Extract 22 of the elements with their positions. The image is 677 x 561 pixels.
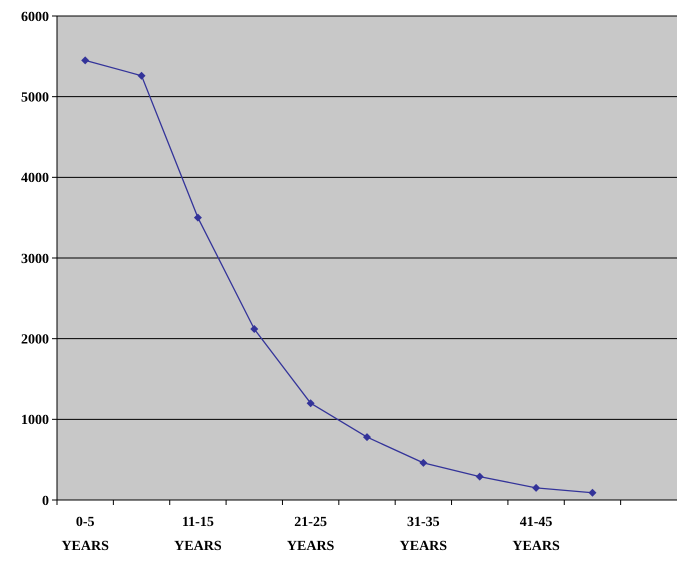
y-tick-label: 1000 [21,413,49,428]
x-tick-label: 41-45 YEARS [512,515,560,554]
y-tick-label: 4000 [21,171,49,186]
point [138,72,146,80]
point [419,458,428,467]
point [588,488,596,497]
x-tick-label: 0-5 YEARS [61,515,110,554]
point [250,324,258,333]
x-tick-label: 31-35 YEARS [400,515,448,554]
point [194,214,202,222]
x-tick-label: 11-15 YEARS [174,515,222,554]
x-tick-label: 21-25 YEARS [286,515,335,554]
point [81,56,90,64]
point [532,484,540,492]
y-tick-label: 0 [42,494,49,509]
y-tick-label: 6000 [21,10,49,25]
y-tick-label: 2000 [21,332,49,348]
point [306,399,315,408]
y-tick-label: 5000 [21,90,49,106]
point [363,433,371,442]
y-tick-label: 3000 [21,252,49,267]
point [476,472,484,481]
